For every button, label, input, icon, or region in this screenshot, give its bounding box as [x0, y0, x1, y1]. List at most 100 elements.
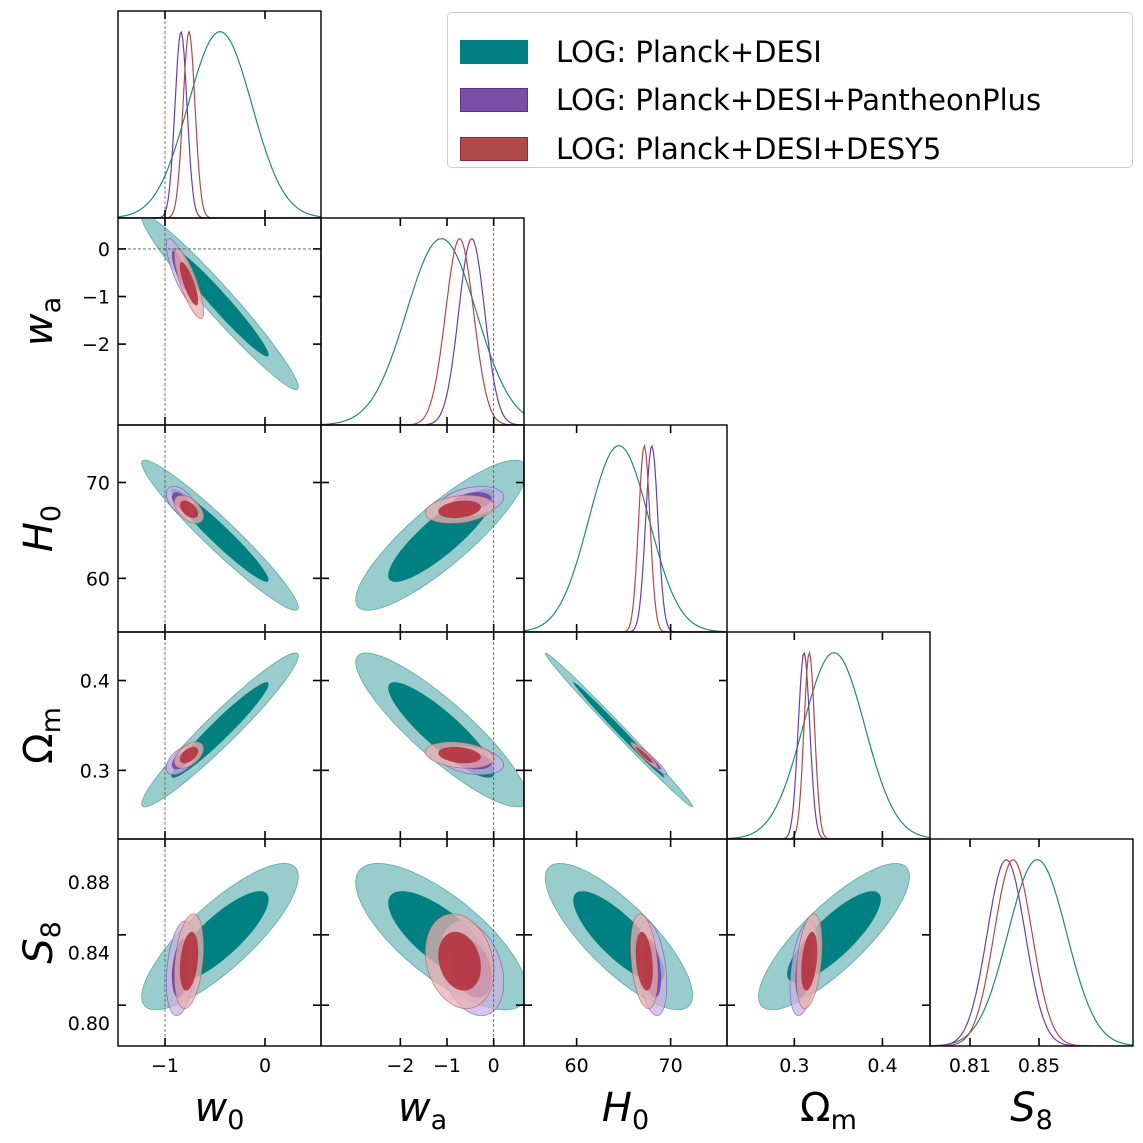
panel-content — [727, 650, 930, 839]
panel-wa-wa — [320, 217, 525, 426]
y-tick-label-S8: 0.80 — [68, 1013, 110, 1035]
panel-content — [141, 632, 299, 839]
y-tick-label-Om: 0.4 — [80, 671, 110, 693]
marginal-curve-2 — [321, 237, 524, 425]
panel-content — [141, 425, 299, 632]
x-tick-label-wa: −1 — [433, 1055, 461, 1077]
panel-S8-w0 — [117, 838, 322, 1047]
x-tick-label-H0: 60 — [565, 1055, 589, 1077]
marginal-curve-1 — [930, 859, 1133, 1046]
marginal-curve-2 — [930, 859, 1133, 1046]
marginal-curve-3 — [727, 650, 930, 839]
y-tick-label-H0: 70 — [86, 473, 110, 495]
panel-H0-wa — [320, 424, 525, 633]
legend-swatch-desy5 — [460, 137, 528, 161]
x-tick-label-w0: 0 — [259, 1055, 271, 1077]
contour-68-series-3 — [438, 746, 481, 764]
panel-S8-H0 — [523, 838, 728, 1047]
marginal-curve-3 — [930, 859, 1133, 1046]
y-axis-label-Om: Ωm — [16, 707, 67, 764]
panel-frame — [117, 10, 322, 219]
panel-H0-H0 — [523, 424, 728, 633]
contour-68-series-3 — [179, 746, 199, 764]
panel-content — [118, 11, 321, 218]
legend-item-desy5: LOG: Planck+DESI+DESY5 — [460, 125, 941, 173]
x-tick-label-S8: 0.85 — [1018, 1055, 1060, 1077]
legend-item-pantheonplus: LOG: Planck+DESI+PantheonPlus — [460, 76, 1041, 124]
legend: LOG: Planck+DESI LOG: Planck+DESI+Panthe… — [447, 12, 1133, 168]
y-tick-label-S8: 0.84 — [68, 942, 110, 964]
panel-frame — [929, 838, 1134, 1047]
marginal-curve-1 — [321, 238, 524, 425]
legend-swatch-planck-desi — [460, 40, 528, 64]
contour-68-series-1 — [171, 248, 269, 357]
panel-content — [321, 218, 524, 425]
panel-w0-w0 — [117, 10, 322, 219]
y-tick-label-Om: 0.3 — [80, 760, 110, 782]
legend-item-planck-desi: LOG: Planck+DESI — [460, 28, 822, 76]
contour-68-series-3 — [179, 262, 199, 306]
panel-wa-w0 — [117, 217, 322, 426]
contour-68-series-3 — [635, 746, 653, 764]
x-tick-label-w0: −1 — [151, 1055, 179, 1077]
marginal-curve-1 — [524, 445, 727, 632]
panel-Om-Om — [726, 631, 931, 840]
panel-S8-Om — [726, 838, 931, 1047]
marginal-curve-3 — [524, 443, 727, 632]
marginal-curve-3 — [118, 29, 321, 218]
y-tick-label-wa: 0 — [98, 239, 110, 261]
marginal-curve-2 — [524, 444, 727, 632]
x-axis-label-Om: Ωm — [800, 1085, 857, 1136]
panel-S8-S8 — [929, 838, 1134, 1047]
panels-layer — [117, 10, 1134, 1047]
x-axis-label-H0: H0 — [602, 1085, 649, 1136]
panel-content — [355, 425, 524, 632]
x-tick-label-Om: 0.3 — [779, 1055, 809, 1077]
contour-68-series-3 — [438, 500, 481, 519]
contour-68-series-3 — [438, 931, 481, 991]
y-tick-label-wa: −2 — [82, 334, 110, 356]
legend-label: LOG: Planck+DESI — [556, 35, 822, 69]
y-axis-label-wa: wa — [16, 297, 67, 346]
panel-H0-w0 — [117, 424, 322, 633]
panel-Om-w0 — [117, 631, 322, 840]
y-axis-label-H0: H0 — [16, 505, 67, 552]
contour-68-series-3 — [635, 931, 653, 991]
legend-label: LOG: Planck+DESI+PantheonPlus — [556, 83, 1042, 117]
marginal-curve-3 — [321, 238, 524, 425]
marginal-curve-1 — [727, 652, 930, 839]
panel-content — [757, 862, 910, 1016]
contour-68-series-3 — [179, 931, 199, 991]
x-tick-label-H0: 70 — [659, 1055, 683, 1077]
panel-content — [118, 218, 321, 425]
contour-68-series-3 — [801, 931, 818, 991]
panel-frame — [523, 424, 728, 633]
marginal-curve-2 — [727, 651, 930, 839]
panel-content — [930, 859, 1133, 1046]
panel-content — [544, 862, 694, 1017]
marginal-curve-1 — [118, 31, 321, 218]
y-tick-label-S8: 0.88 — [68, 872, 110, 894]
legend-label: LOG: Planck+DESI+DESY5 — [556, 132, 942, 166]
x-tick-label-wa: 0 — [488, 1055, 500, 1077]
panel-content — [355, 632, 524, 839]
y-axis-label-S8: S8 — [16, 921, 67, 964]
legend-swatch-pantheonplus — [460, 88, 528, 112]
panel-content — [544, 652, 694, 808]
panel-Om-wa — [320, 631, 525, 840]
y-tick-label-H0: 60 — [86, 568, 110, 590]
x-axis-label-w0: w0 — [195, 1085, 245, 1136]
x-tick-label-S8: 0.81 — [949, 1055, 991, 1077]
y-tick-label-wa: −1 — [82, 287, 110, 309]
panel-content — [355, 839, 524, 1046]
x-tick-label-Om: 0.4 — [867, 1055, 897, 1077]
panel-content — [141, 839, 299, 1046]
panel-Om-H0 — [523, 631, 728, 840]
x-axis-label-S8: S8 — [1010, 1085, 1053, 1136]
x-tick-label-wa: −2 — [386, 1055, 414, 1077]
contour-68-series-3 — [179, 500, 199, 519]
x-axis-label-wa: wa — [398, 1085, 447, 1136]
marginal-curve-2 — [118, 30, 321, 218]
